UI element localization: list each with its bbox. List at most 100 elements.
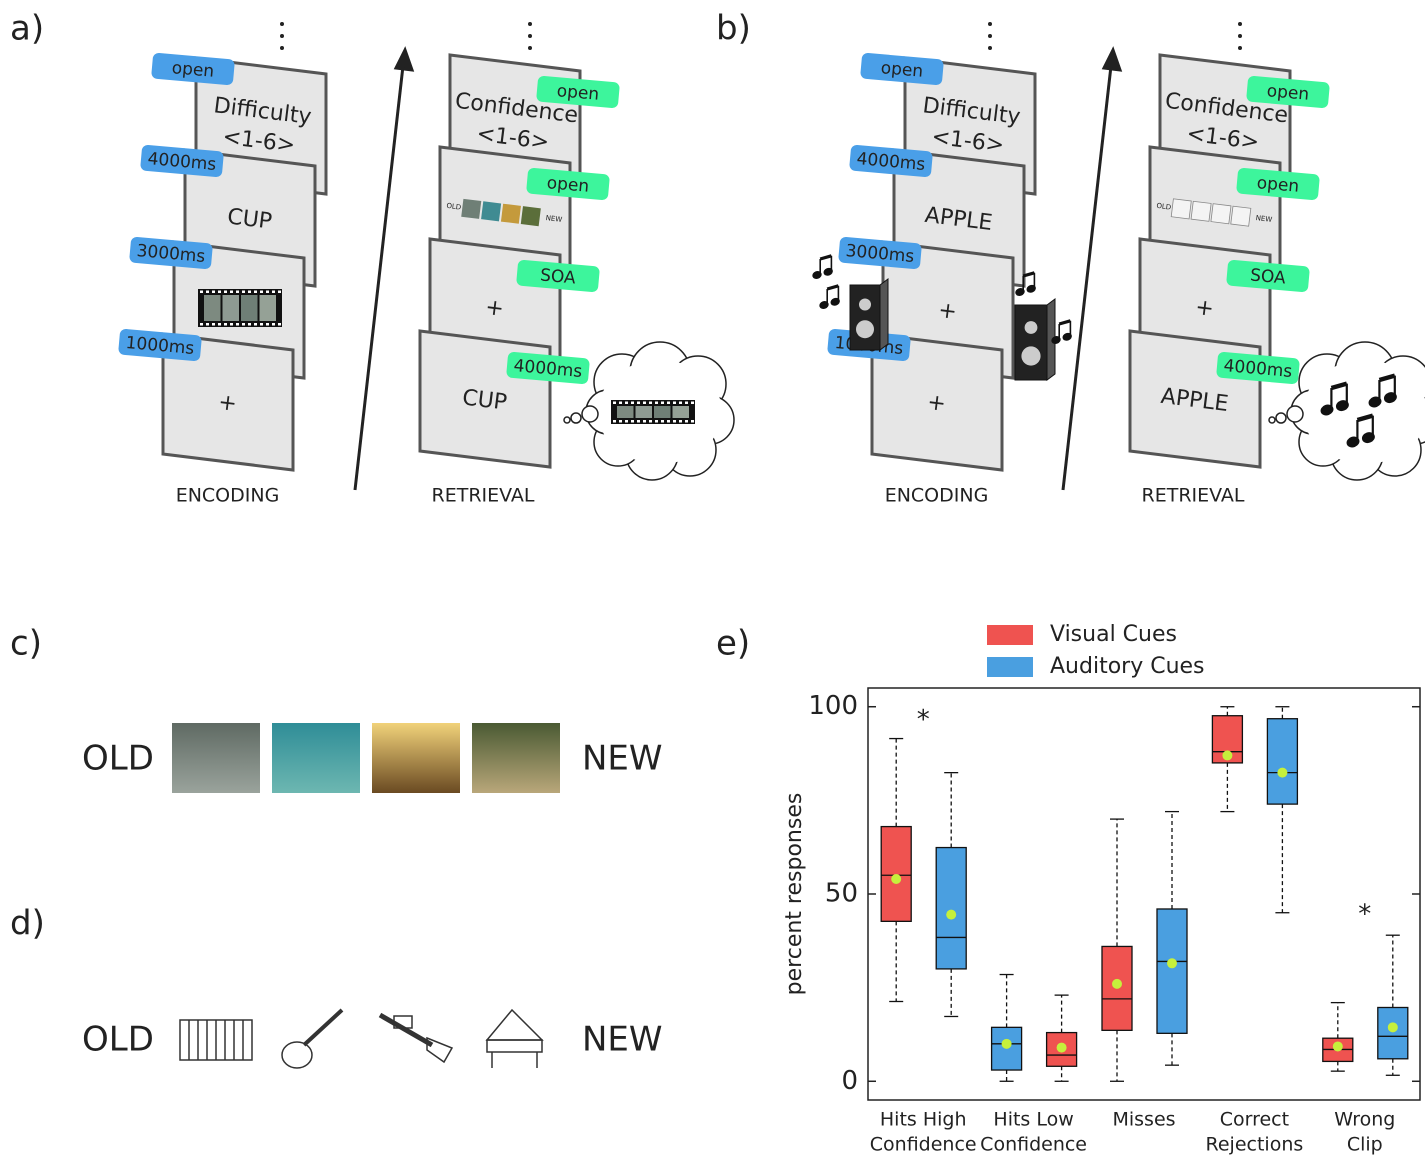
sprocket	[679, 420, 682, 423]
box-group	[1323, 1003, 1353, 1072]
sprocket	[260, 323, 263, 326]
speaker-cone	[859, 299, 871, 311]
guitar-body	[282, 1042, 312, 1068]
speaker-cone	[1021, 346, 1040, 365]
sprocket	[655, 420, 658, 423]
scale-thumb	[461, 199, 481, 219]
film-frame	[636, 406, 653, 418]
tag-text: open	[171, 58, 215, 82]
x-tick-label: Correct	[1220, 1109, 1289, 1131]
speaker-cone	[1025, 321, 1038, 334]
clip-thumbnail	[372, 723, 460, 793]
figure: a) b) c) d) e) Difficulty<1-6>openCUP400…	[0, 0, 1425, 1156]
x-tick-label: Hits High	[880, 1109, 967, 1131]
y-axis-label: percent responses	[782, 793, 807, 996]
sprocket	[631, 402, 634, 405]
sprocket	[266, 291, 269, 294]
sprocket	[631, 420, 634, 423]
filmstrip	[198, 289, 282, 327]
film-frame	[260, 295, 277, 321]
significance-mark: *	[917, 705, 930, 735]
instrument-icon	[487, 1010, 542, 1068]
old-label: OLD	[82, 739, 154, 779]
instrument-icon	[180, 1020, 252, 1060]
piano-body	[487, 1040, 542, 1052]
trumpet-tube	[380, 1015, 432, 1045]
old-label: OLD	[82, 1020, 154, 1060]
speaker-box	[850, 285, 880, 350]
sprocket	[691, 420, 694, 423]
mean	[1333, 1041, 1343, 1051]
card-text: +	[1194, 295, 1215, 322]
sprocket	[613, 420, 616, 423]
tag-text: open	[556, 81, 600, 105]
x-tick-label: Wrong	[1334, 1109, 1395, 1131]
mean	[1388, 1022, 1398, 1032]
panel-label: c)	[10, 624, 42, 664]
stimulus-card: +1000ms	[118, 328, 293, 470]
sprocket	[679, 402, 682, 405]
sprocket	[224, 323, 227, 326]
tag-text: SOA	[1249, 265, 1286, 288]
box	[881, 827, 911, 922]
film-frame	[241, 295, 258, 321]
sprocket	[248, 291, 251, 294]
cloud-dot	[564, 417, 570, 423]
sprocket	[230, 291, 233, 294]
y-tick-label: 50	[825, 879, 858, 909]
film-frame	[654, 406, 671, 418]
box-group	[1157, 812, 1187, 1066]
ellipsis	[280, 22, 1242, 50]
mean	[1222, 750, 1232, 760]
sprocket	[278, 323, 281, 326]
box	[936, 848, 966, 969]
sprocket	[685, 420, 688, 423]
mean	[1277, 768, 1287, 778]
card-text: +	[484, 295, 505, 322]
panel-label: e)	[716, 624, 750, 664]
stack-caption: RETRIEVAL	[1142, 485, 1245, 507]
cloud-dot	[1276, 413, 1286, 423]
sprocket	[667, 402, 670, 405]
mean	[1112, 979, 1122, 989]
sprocket	[643, 420, 646, 423]
instrument-icon	[282, 1010, 342, 1068]
mean	[1002, 1039, 1012, 1049]
sprocket	[206, 291, 209, 294]
tag-text: open	[1256, 173, 1300, 197]
tag-text: SOA	[539, 265, 576, 288]
timing-tag: open	[860, 52, 944, 85]
sprocket	[236, 323, 239, 326]
scale-thumb	[501, 204, 521, 224]
panel-label: d)	[10, 904, 45, 944]
note-beam	[1059, 321, 1070, 324]
legend-label: Auditory Cues	[1050, 654, 1205, 679]
speaker	[1015, 299, 1055, 380]
sprocket	[613, 402, 616, 405]
sprocket	[278, 291, 281, 294]
sprocket	[242, 291, 245, 294]
box-group	[1047, 995, 1077, 1081]
sprocket	[212, 291, 215, 294]
cloud-dot	[582, 406, 598, 422]
panel-label: b)	[716, 9, 751, 49]
speaker-box	[1015, 305, 1047, 380]
sprocket	[206, 323, 209, 326]
x-tick-label: Clip	[1347, 1134, 1383, 1156]
sprocket	[254, 323, 257, 326]
x-tick-label: Hits Low	[993, 1109, 1073, 1131]
sprocket	[625, 402, 628, 405]
note-beam	[820, 256, 831, 259]
scale-thumb	[1211, 204, 1231, 224]
speaker-side	[880, 279, 888, 350]
sprocket	[200, 291, 203, 294]
stack-caption: ENCODING	[176, 485, 280, 507]
stack-caption: RETRIEVAL	[432, 485, 535, 507]
y-tick-label: 100	[808, 691, 858, 721]
sprocket	[649, 420, 652, 423]
sprocket	[619, 420, 622, 423]
tag-text: open	[1266, 81, 1310, 105]
box-group	[1102, 819, 1132, 1081]
box-group	[992, 975, 1022, 1082]
legend-swatch	[987, 657, 1033, 677]
